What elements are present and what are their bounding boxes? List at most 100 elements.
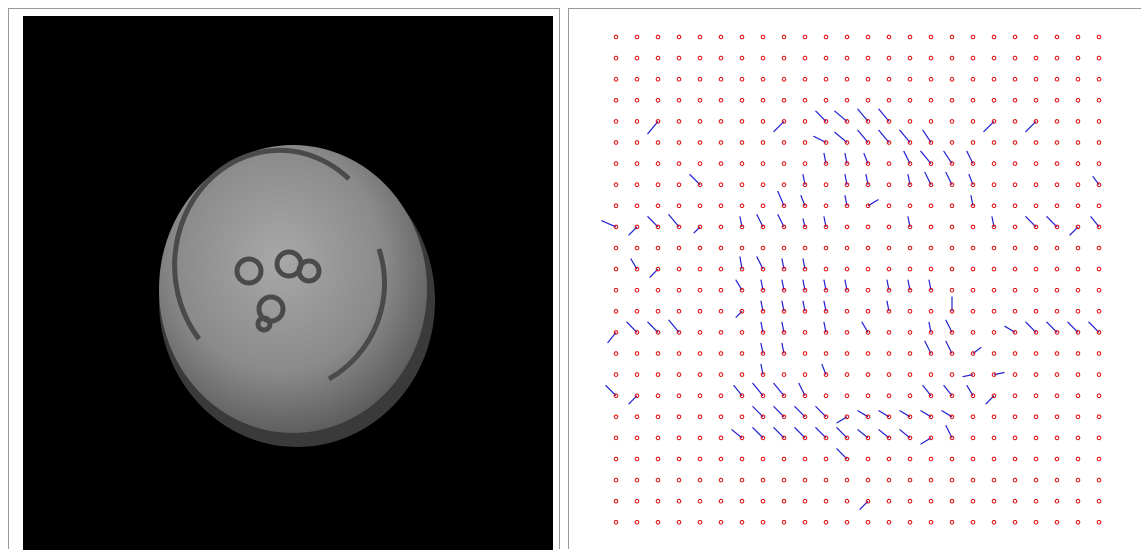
grid-point: [677, 246, 681, 250]
grid-point: [992, 183, 996, 187]
grid-point: [824, 183, 828, 187]
grid-point: [992, 521, 996, 525]
grid-point: [740, 120, 744, 124]
grid-point: [992, 204, 996, 208]
grid-point: [1097, 246, 1101, 250]
grid-point: [866, 225, 870, 229]
grid-point: [635, 246, 639, 250]
grid-point: [1076, 141, 1080, 145]
grid-point: [1076, 521, 1080, 525]
grid-point: [614, 288, 618, 292]
grid-point: [761, 246, 765, 250]
grid-point: [1097, 310, 1101, 314]
grid-point: [677, 162, 681, 166]
grid-point: [971, 225, 975, 229]
grid-point: [971, 141, 975, 145]
grid-point: [845, 310, 849, 314]
grid-point: [866, 478, 870, 482]
grid-point: [1013, 267, 1017, 271]
grid-point: [971, 436, 975, 440]
flow-vector: [921, 151, 932, 164]
grid-point: [887, 204, 891, 208]
grid-point: [1034, 457, 1038, 461]
grid-point: [992, 35, 996, 39]
grid-point: [929, 120, 933, 124]
grid-point: [845, 267, 849, 271]
grid-point: [1055, 99, 1059, 103]
grid-point: [782, 521, 786, 525]
grid-point: [992, 141, 996, 145]
grid-point: [635, 77, 639, 81]
grid-point: [1055, 288, 1059, 292]
grid-point: [950, 373, 954, 377]
grid-point: [677, 436, 681, 440]
grid-point: [1076, 183, 1080, 187]
grid-point: [887, 478, 891, 482]
grid-point: [929, 225, 933, 229]
grid-point: [1034, 99, 1038, 103]
grid-point: [656, 373, 660, 377]
grid-point: [845, 499, 849, 503]
grid-point: [1097, 35, 1101, 39]
grid-point: [614, 183, 618, 187]
grid-point: [677, 267, 681, 271]
grid-point: [740, 436, 744, 440]
grid-point: [887, 56, 891, 60]
grid-point: [656, 204, 660, 208]
grid-point: [992, 246, 996, 250]
grid-point: [719, 352, 723, 356]
grid-point: [1076, 478, 1080, 482]
grid-point: [803, 162, 807, 166]
grid-point: [782, 246, 786, 250]
grid-point: [656, 415, 660, 419]
grid-point: [908, 521, 912, 525]
grid-point: [992, 478, 996, 482]
grid-point: [698, 436, 702, 440]
grid-point: [698, 162, 702, 166]
grid-point: [908, 457, 912, 461]
grid-point: [908, 478, 912, 482]
grid-point: [698, 457, 702, 461]
grid-point: [824, 246, 828, 250]
grid-point: [740, 77, 744, 81]
flow-vector: [753, 383, 764, 396]
grid-point: [1055, 415, 1059, 419]
grid-point: [950, 204, 954, 208]
grid-point: [635, 499, 639, 503]
grid-point: [866, 56, 870, 60]
grid-point: [1055, 310, 1059, 314]
grid-point: [824, 457, 828, 461]
grid-point: [1013, 288, 1017, 292]
grid-point: [1097, 141, 1101, 145]
grid-point: [1055, 246, 1059, 250]
grid-point: [971, 288, 975, 292]
grid-point: [1055, 499, 1059, 503]
grid-point: [740, 457, 744, 461]
grid-point: [971, 246, 975, 250]
grid-point: [929, 77, 933, 81]
grid-point: [1055, 120, 1059, 124]
grid-point: [782, 499, 786, 503]
grid-point: [719, 204, 723, 208]
grid-point: [1055, 204, 1059, 208]
grid-point: [971, 120, 975, 124]
grid-point: [1034, 310, 1038, 314]
grid-point: [887, 352, 891, 356]
grid-point: [866, 77, 870, 81]
grid-point: [908, 246, 912, 250]
flow-vector: [834, 111, 847, 122]
grid-point: [740, 478, 744, 482]
grid-point: [719, 499, 723, 503]
grid-point: [1076, 56, 1080, 60]
grid-point: [908, 394, 912, 398]
grid-point: [719, 436, 723, 440]
grid-point: [845, 352, 849, 356]
grid-point: [1013, 183, 1017, 187]
grid-point: [1013, 56, 1017, 60]
grid-point: [677, 373, 681, 377]
grid-point: [992, 56, 996, 60]
grid-point: [719, 394, 723, 398]
grid-point: [761, 183, 765, 187]
grid-point: [1097, 162, 1101, 166]
grid-point: [887, 436, 891, 440]
